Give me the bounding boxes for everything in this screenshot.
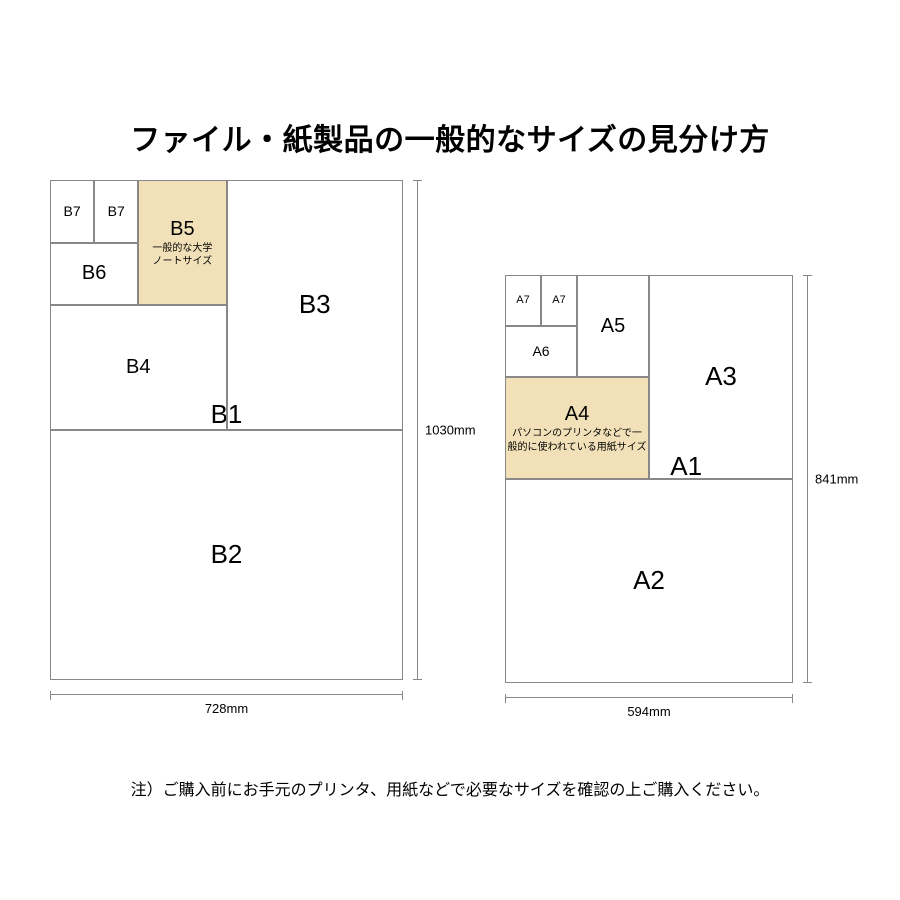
b-height-label: 1030mm [425, 423, 476, 438]
b5-cell: B5 一般的な大学 ノートサイズ [138, 180, 226, 305]
b6-label: B6 [82, 262, 106, 285]
a-series-sheet: A1 A2 A3 A4 パソコンのプリンタなどで一 般的に使われている用紙サイズ… [505, 275, 793, 683]
a7a-cell: A7 [505, 275, 541, 326]
b-height-dim: 1030mm [417, 180, 418, 680]
footnote: 注）ご購入前にお手元のプリンタ、用紙などで必要なサイズを確認の上ご購入ください。 [0, 776, 900, 800]
a3-label: A3 [705, 362, 737, 392]
a3-cell: A3 [649, 275, 793, 479]
a2-cell: A2 [505, 479, 793, 683]
a7b-cell: A7 [541, 275, 577, 326]
a5-label: A5 [601, 315, 625, 338]
a4-sub1: パソコンのプリンタなどで一 [512, 428, 642, 440]
a6-cell: A6 [505, 326, 577, 377]
b7b-cell: B7 [94, 180, 138, 243]
b5-sub1: 一般的な大学 [152, 243, 212, 255]
b5-sub2: ノートサイズ [153, 256, 213, 268]
a4-sub2: 般的に使われている用紙サイズ [508, 442, 647, 454]
b6-cell: B6 [50, 243, 138, 306]
diagram-title: ファイル・紙製品の一般的なサイズの見分け方 [0, 115, 900, 159]
b3-cell: B3 [227, 180, 404, 430]
b4-label: B4 [126, 356, 150, 379]
a2-label: A2 [633, 566, 665, 596]
a6-label: A6 [532, 343, 549, 359]
a-width-label: 594mm [627, 704, 670, 719]
b2-cell: B2 [50, 430, 403, 680]
b-width-label: 728mm [205, 701, 248, 716]
b7a-label: B7 [64, 203, 81, 219]
b5-label: B5 [170, 218, 194, 241]
b7b-label: B7 [108, 203, 125, 219]
a4-label: A4 [565, 403, 589, 426]
a7a-label: A7 [516, 294, 529, 307]
b7a-cell: B7 [50, 180, 94, 243]
b-series-sheet: B1 B2 B3 B4 B5 一般的な大学 ノートサイズ B6 B7 B7 [50, 180, 403, 680]
a4-cell: A4 パソコンのプリンタなどで一 般的に使われている用紙サイズ [505, 377, 649, 479]
a7b-label: A7 [552, 294, 565, 307]
a-height-label: 841mm [815, 472, 858, 487]
b3-label: B3 [299, 290, 331, 320]
b2-label: B2 [211, 540, 243, 570]
b4-cell: B4 [50, 305, 227, 430]
a5-cell: A5 [577, 275, 649, 377]
b-width-dim: 728mm [50, 694, 403, 695]
a-height-dim: 841mm [807, 275, 808, 683]
a-width-dim: 594mm [505, 697, 793, 698]
